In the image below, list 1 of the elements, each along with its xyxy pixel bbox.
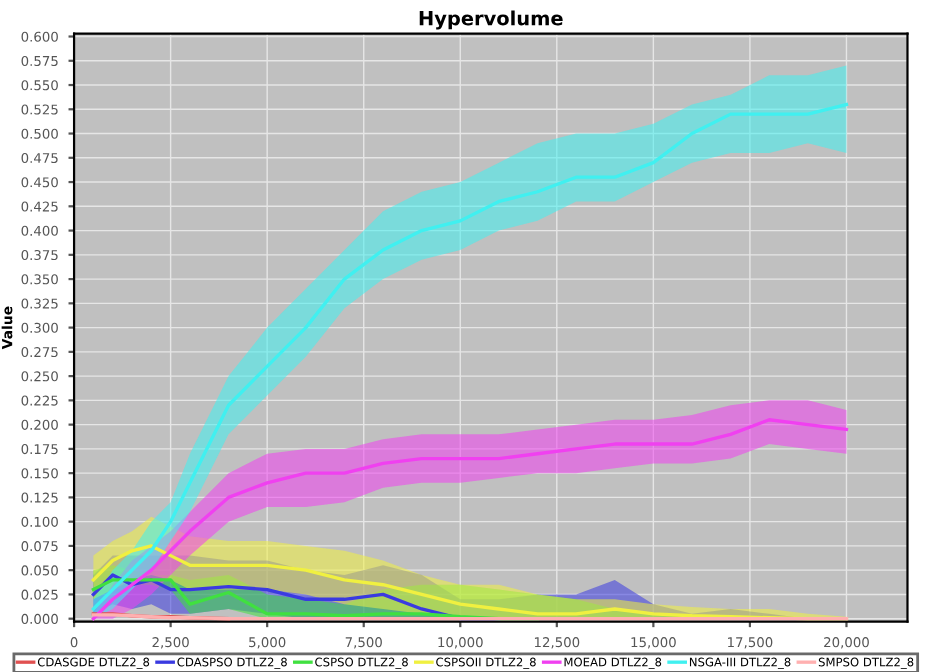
chart-title: Hypervolume (419, 10, 563, 30)
